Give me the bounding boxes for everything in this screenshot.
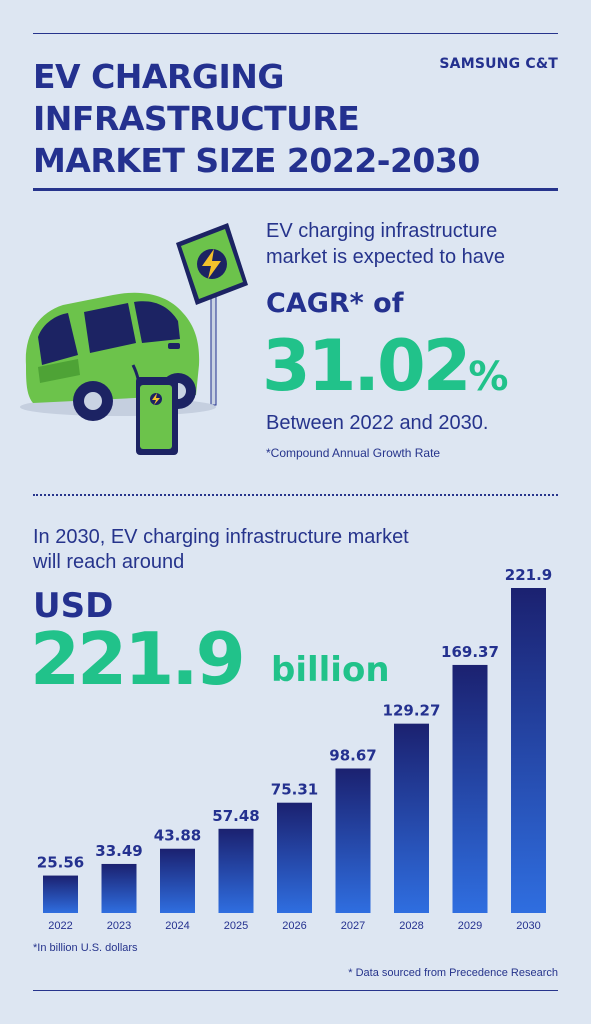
ev-charging-illustration <box>20 223 248 455</box>
dotted-divider <box>33 494 558 496</box>
cagr-intro: EV charging infrastructure market is exp… <box>266 218 566 270</box>
bar-value-label: 98.67 <box>329 746 376 764</box>
currency-label: USD <box>33 586 114 626</box>
title-line-2: INFRASTRUCTURE <box>33 99 360 138</box>
bar-2026 <box>277 802 312 913</box>
bar-value-label: 129.27 <box>383 702 441 720</box>
x-tick-label: 2029 <box>458 920 482 932</box>
bar-2025 <box>218 828 254 913</box>
x-tick-label: 2030 <box>516 920 540 932</box>
bar-value-label: 25.56 <box>37 854 84 872</box>
market-reach-line-2: will reach around <box>33 551 185 573</box>
bar-2027 <box>335 768 371 913</box>
bar-value-label: 169.37 <box>441 643 499 661</box>
bar-value-label: 43.88 <box>154 827 201 845</box>
cagr-footnote: *Compound Annual Growth Rate <box>266 446 441 460</box>
x-tick-label: 2028 <box>399 920 423 932</box>
top-rule <box>33 33 558 34</box>
brand-logo: SAMSUNG C&T <box>439 56 558 72</box>
title-line-3: MARKET SIZE 2022-2030 <box>33 141 480 180</box>
bar-value-label: 57.48 <box>212 807 259 825</box>
market-reach-line-1: In 2030, EV charging infrastructure mark… <box>33 526 409 548</box>
market-unit: billion <box>271 650 390 690</box>
cagr-period: Between 2022 and 2030. <box>266 412 489 434</box>
title-underline <box>33 188 558 191</box>
market-reach-text: In 2030, EV charging infrastructure mark… <box>33 525 493 575</box>
cagr-number: 31.02 <box>262 325 471 407</box>
charging-sign <box>176 223 248 305</box>
charging-station <box>136 377 178 455</box>
bar-2029 <box>452 664 488 913</box>
market-amount: 221.9 <box>30 617 246 701</box>
bar-value-label: 75.31 <box>271 781 318 799</box>
lightning-bolt-icon <box>202 249 221 279</box>
x-tick-label: 2024 <box>165 920 189 932</box>
x-tick-label: 2022 <box>48 920 72 932</box>
cagr-value: 31.02% <box>262 326 509 417</box>
x-tick-label: 2023 <box>107 920 131 932</box>
x-tick-label: 2026 <box>282 920 306 932</box>
bottom-rule <box>33 990 558 991</box>
cagr-label: CAGR* of <box>266 288 404 319</box>
x-tick-label: 2025 <box>224 920 248 932</box>
bar-2023 <box>101 863 137 913</box>
bar-2030 <box>511 588 546 913</box>
title-line-1: EV CHARGING <box>33 57 284 96</box>
cagr-intro-line-2: market is expected to have <box>266 246 506 268</box>
x-tick-label: 2027 <box>341 920 365 932</box>
bar-value-label: 221.9 <box>505 566 552 584</box>
source-note: * Data sourced from Precedence Research <box>348 967 558 979</box>
chart-footnote: *In billion U.S. dollars <box>33 942 138 954</box>
bar-2024 <box>160 848 195 913</box>
bar-value-label: 33.49 <box>95 842 142 860</box>
bar-2022 <box>43 875 78 913</box>
cagr-intro-line-1: EV charging infrastructure <box>266 220 498 242</box>
bar-2028 <box>394 723 429 913</box>
page-title: EV CHARGING INFRASTRUCTURE MARKET SIZE 2… <box>33 56 480 182</box>
cagr-percent-sign: % <box>468 354 509 400</box>
